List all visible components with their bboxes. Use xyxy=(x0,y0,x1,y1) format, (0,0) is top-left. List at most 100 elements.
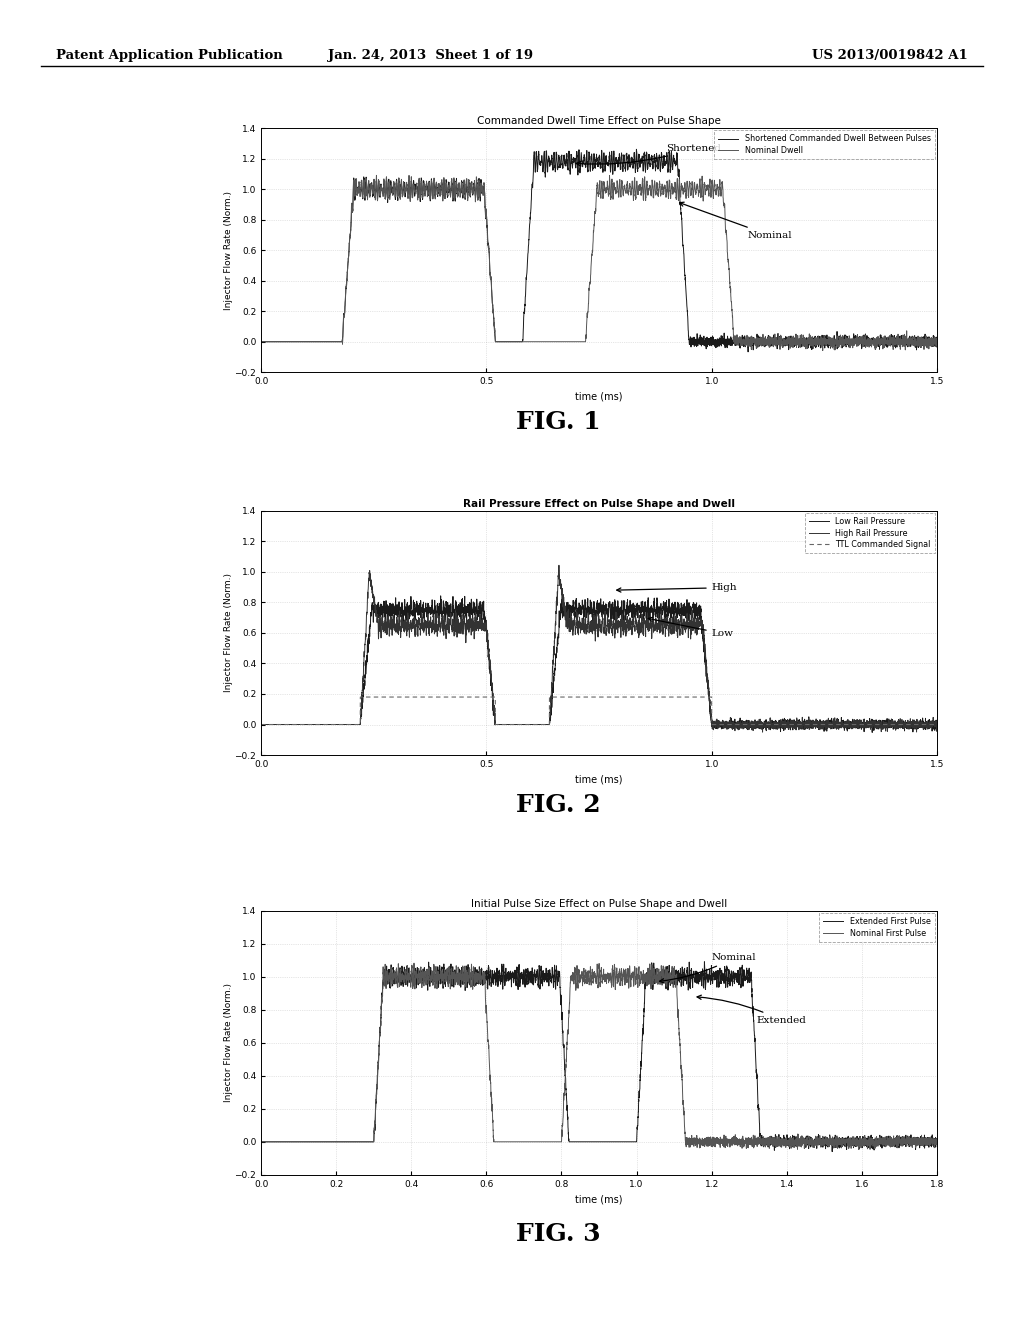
High Rail Pressure xyxy=(931,714,943,730)
X-axis label: time (ms): time (ms) xyxy=(575,775,623,784)
Extended First Pulse xyxy=(255,1134,267,1150)
Text: FIG. 3: FIG. 3 xyxy=(516,1222,600,1246)
Low Rail Pressure xyxy=(694,605,707,620)
Extended First Pulse xyxy=(510,977,522,993)
Line: Nominal Dwell: Nominal Dwell xyxy=(261,176,937,351)
Text: High: High xyxy=(616,583,737,593)
Nominal Dwell xyxy=(660,182,673,198)
Nominal Dwell xyxy=(816,343,828,359)
Nominal First Pulse xyxy=(853,1142,865,1158)
X-axis label: time (ms): time (ms) xyxy=(575,392,623,401)
Extended First Pulse xyxy=(926,1130,938,1146)
Nominal First Pulse xyxy=(408,956,420,972)
Text: Nominal: Nominal xyxy=(680,202,793,240)
Nominal Dwell xyxy=(513,334,525,350)
Nominal Dwell xyxy=(694,190,707,206)
Shortened Commanded Dwell Between Pulses xyxy=(660,148,673,164)
Text: Jan. 24, 2013  Sheet 1 of 19: Jan. 24, 2013 Sheet 1 of 19 xyxy=(328,49,532,62)
Line: Shortened Commanded Dwell Between Pulses: Shortened Commanded Dwell Between Pulses xyxy=(261,149,937,352)
Line: Low Rail Pressure: Low Rail Pressure xyxy=(261,595,937,733)
Extended First Pulse xyxy=(412,973,424,989)
High Rail Pressure xyxy=(553,557,565,573)
Line: TTL Commanded Signal: TTL Commanded Signal xyxy=(261,697,937,725)
Shortened Commanded Dwell Between Pulses xyxy=(742,345,755,360)
Nominal First Pulse xyxy=(255,1134,267,1150)
Extended First Pulse xyxy=(558,1036,570,1052)
Low Rail Pressure xyxy=(513,717,525,733)
TTL Commanded Signal xyxy=(931,717,943,733)
Nominal First Pulse xyxy=(931,1139,943,1155)
High Rail Pressure xyxy=(255,717,267,733)
Legend: Extended First Pulse, Nominal First Pulse: Extended First Pulse, Nominal First Puls… xyxy=(819,913,935,941)
Shortened Commanded Dwell Between Pulses xyxy=(631,141,643,157)
Text: Low: Low xyxy=(648,618,733,638)
Nominal First Pulse xyxy=(926,1133,938,1148)
Shortened Commanded Dwell Between Pulses xyxy=(694,335,707,351)
Shortened Commanded Dwell Between Pulses xyxy=(931,339,943,355)
Nominal Dwell xyxy=(371,168,383,183)
High Rail Pressure xyxy=(760,721,772,737)
Y-axis label: Injector Flow Rate (Norm.): Injector Flow Rate (Norm.) xyxy=(224,573,233,693)
Low Rail Pressure xyxy=(931,717,943,733)
Line: Extended First Pulse: Extended First Pulse xyxy=(261,962,937,1151)
High Rail Pressure xyxy=(660,619,673,635)
Text: Shortened: Shortened xyxy=(577,144,722,166)
Nominal First Pulse xyxy=(419,964,431,979)
Extended First Pulse xyxy=(698,954,711,970)
X-axis label: time (ms): time (ms) xyxy=(575,1195,623,1204)
Low Rail Pressure xyxy=(378,593,390,609)
TTL Commanded Signal xyxy=(255,717,267,733)
TTL Commanded Signal xyxy=(694,689,707,705)
High Rail Pressure xyxy=(757,725,769,741)
Legend: Low Rail Pressure, High Rail Pressure, TTL Commanded Signal: Low Rail Pressure, High Rail Pressure, T… xyxy=(805,513,935,553)
Shortened Commanded Dwell Between Pulses xyxy=(760,330,772,346)
TTL Commanded Signal xyxy=(513,717,525,733)
Nominal Dwell xyxy=(811,331,823,347)
Text: Extended: Extended xyxy=(697,995,807,1026)
High Rail Pressure xyxy=(513,717,525,733)
Low Rail Pressure xyxy=(434,587,446,603)
Low Rail Pressure xyxy=(866,725,879,741)
Title: Rail Pressure Effect on Pulse Shape and Dwell: Rail Pressure Effect on Pulse Shape and … xyxy=(463,499,735,508)
Low Rail Pressure xyxy=(255,717,267,733)
Extended First Pulse xyxy=(419,974,431,990)
Nominal Dwell xyxy=(255,334,267,350)
Nominal Dwell xyxy=(931,334,943,350)
TTL Commanded Signal xyxy=(760,717,772,733)
Nominal Dwell xyxy=(760,334,772,350)
Nominal First Pulse xyxy=(412,968,424,983)
Y-axis label: Injector Flow Rate (Norm.): Injector Flow Rate (Norm.) xyxy=(224,983,233,1102)
Legend: Shortened Commanded Dwell Between Pulses, Nominal Dwell: Shortened Commanded Dwell Between Pulses… xyxy=(714,131,935,158)
TTL Commanded Signal xyxy=(811,717,823,733)
Nominal First Pulse xyxy=(510,1134,522,1150)
TTL Commanded Signal xyxy=(378,689,390,705)
Nominal Dwell xyxy=(378,173,390,189)
Title: Initial Pulse Size Effect on Pulse Shape and Dwell: Initial Pulse Size Effect on Pulse Shape… xyxy=(471,899,727,908)
Y-axis label: Injector Flow Rate (Norm.): Injector Flow Rate (Norm.) xyxy=(224,190,233,310)
High Rail Pressure xyxy=(378,622,390,638)
Text: Nominal: Nominal xyxy=(659,953,757,983)
Nominal First Pulse xyxy=(558,1088,570,1104)
Low Rail Pressure xyxy=(811,718,823,734)
TTL Commanded Signal xyxy=(354,689,367,705)
Text: US 2013/0019842 A1: US 2013/0019842 A1 xyxy=(812,49,968,62)
Extended First Pulse xyxy=(416,965,428,981)
Low Rail Pressure xyxy=(660,593,673,609)
TTL Commanded Signal xyxy=(660,689,673,705)
Shortened Commanded Dwell Between Pulses xyxy=(811,334,823,350)
Text: FIG. 2: FIG. 2 xyxy=(516,793,600,817)
Extended First Pulse xyxy=(931,1137,943,1152)
Text: Patent Application Publication: Patent Application Publication xyxy=(56,49,283,62)
Nominal First Pulse xyxy=(416,977,428,993)
Shortened Commanded Dwell Between Pulses xyxy=(513,334,525,350)
Line: High Rail Pressure: High Rail Pressure xyxy=(261,565,937,733)
Shortened Commanded Dwell Between Pulses xyxy=(255,334,267,350)
Shortened Commanded Dwell Between Pulses xyxy=(378,176,390,191)
Text: FIG. 1: FIG. 1 xyxy=(516,411,600,434)
Low Rail Pressure xyxy=(760,719,772,735)
Line: Nominal First Pulse: Nominal First Pulse xyxy=(261,964,937,1150)
Title: Commanded Dwell Time Effect on Pulse Shape: Commanded Dwell Time Effect on Pulse Sha… xyxy=(477,116,721,125)
High Rail Pressure xyxy=(694,612,707,628)
Extended First Pulse xyxy=(826,1143,839,1159)
High Rail Pressure xyxy=(811,719,823,735)
